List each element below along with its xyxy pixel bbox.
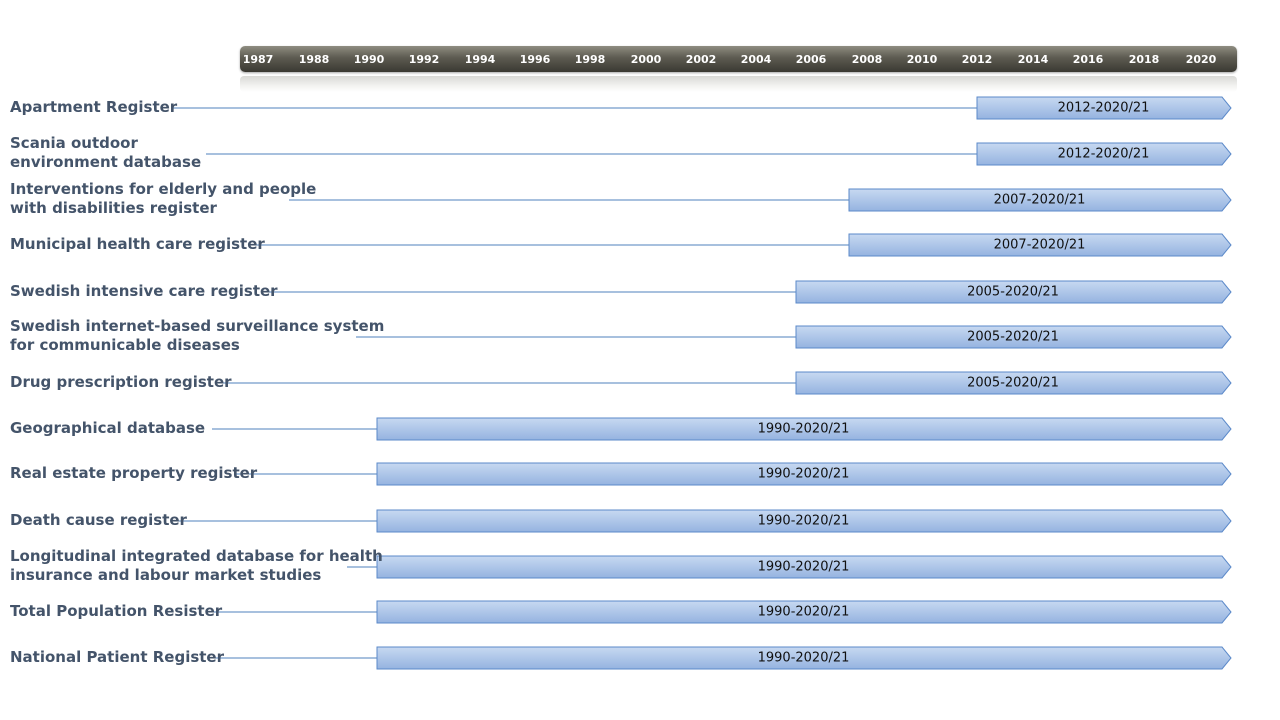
year-tick-2020: 2020 [1185, 53, 1217, 66]
range-label: 2007-2020/21 [993, 237, 1086, 253]
register-label: Real estate property register [10, 463, 258, 482]
year-tick-1994: 1994 [464, 53, 496, 66]
range-arrow [848, 188, 1232, 212]
range-label: 2007-2020/21 [993, 192, 1086, 208]
range-arrow [976, 96, 1232, 120]
range-label: 1990-2020/21 [757, 466, 850, 482]
register-label: National Patient Register [10, 647, 224, 666]
range-arrow [848, 233, 1232, 257]
year-tick-1988: 1988 [298, 53, 330, 66]
register-label: Drug prescription register [10, 372, 232, 391]
range-arrow [376, 646, 1232, 670]
year-tick-2002: 2002 [685, 53, 717, 66]
range-label: 2012-2020/21 [1057, 146, 1150, 162]
timeline-header-bar [240, 46, 1237, 72]
range-label: 2012-2020/21 [1057, 100, 1150, 116]
year-tick-2018: 2018 [1128, 53, 1160, 66]
year-tick-1987: 1987 [242, 53, 274, 66]
range-arrow [376, 509, 1232, 533]
range-arrow [376, 600, 1232, 624]
register-label: Longitudinal integrated database for hea… [10, 547, 383, 584]
register-label: Death cause register [10, 510, 187, 529]
year-tick-1998: 1998 [574, 53, 606, 66]
year-tick-2008: 2008 [851, 53, 883, 66]
range-label: 1990-2020/21 [757, 650, 850, 666]
range-arrow [376, 462, 1232, 486]
range-label: 2005-2020/21 [967, 284, 1059, 300]
range-label: 2005-2020/21 [967, 329, 1059, 345]
year-tick-2014: 2014 [1017, 53, 1049, 66]
register-label: Scania outdoor environment database [10, 134, 202, 171]
register-label: Swedish internet-based surveillance syst… [10, 317, 385, 354]
register-label: Swedish intensive care register [10, 281, 278, 300]
range-label: 1990-2020/21 [757, 513, 850, 529]
range-label: 1990-2020/21 [757, 559, 850, 575]
range-label: 1990-2020/21 [757, 604, 850, 620]
year-tick-1992: 1992 [408, 53, 440, 66]
year-tick-1996: 1996 [519, 53, 551, 66]
range-arrow [376, 555, 1232, 579]
range-arrow [795, 371, 1232, 395]
year-tick-2006: 2006 [795, 53, 827, 66]
year-tick-1990: 1990 [353, 53, 385, 66]
year-tick-2010: 2010 [906, 53, 938, 66]
register-label: Geographical database [10, 418, 206, 437]
connector-lines [173, 107, 977, 659]
year-tick-2000: 2000 [630, 53, 662, 66]
register-label: Total Population Resister [10, 601, 223, 620]
register-label: Interventions for elderly and people wit… [10, 180, 317, 217]
register-label: Municipal health care register [10, 234, 265, 253]
range-label: 1990-2020/21 [757, 421, 850, 437]
range-arrows [376, 96, 1232, 670]
register-label: Apartment Register [10, 97, 178, 116]
year-tick-2004: 2004 [740, 53, 772, 66]
year-tick-2012: 2012 [961, 53, 993, 66]
range-arrow [976, 142, 1232, 166]
range-arrow [795, 325, 1232, 349]
range-arrow [795, 280, 1232, 304]
range-label: 2005-2020/21 [967, 375, 1059, 391]
year-tick-2016: 2016 [1072, 53, 1104, 66]
timeline-header-reflection [240, 76, 1237, 92]
range-arrow [376, 417, 1232, 441]
